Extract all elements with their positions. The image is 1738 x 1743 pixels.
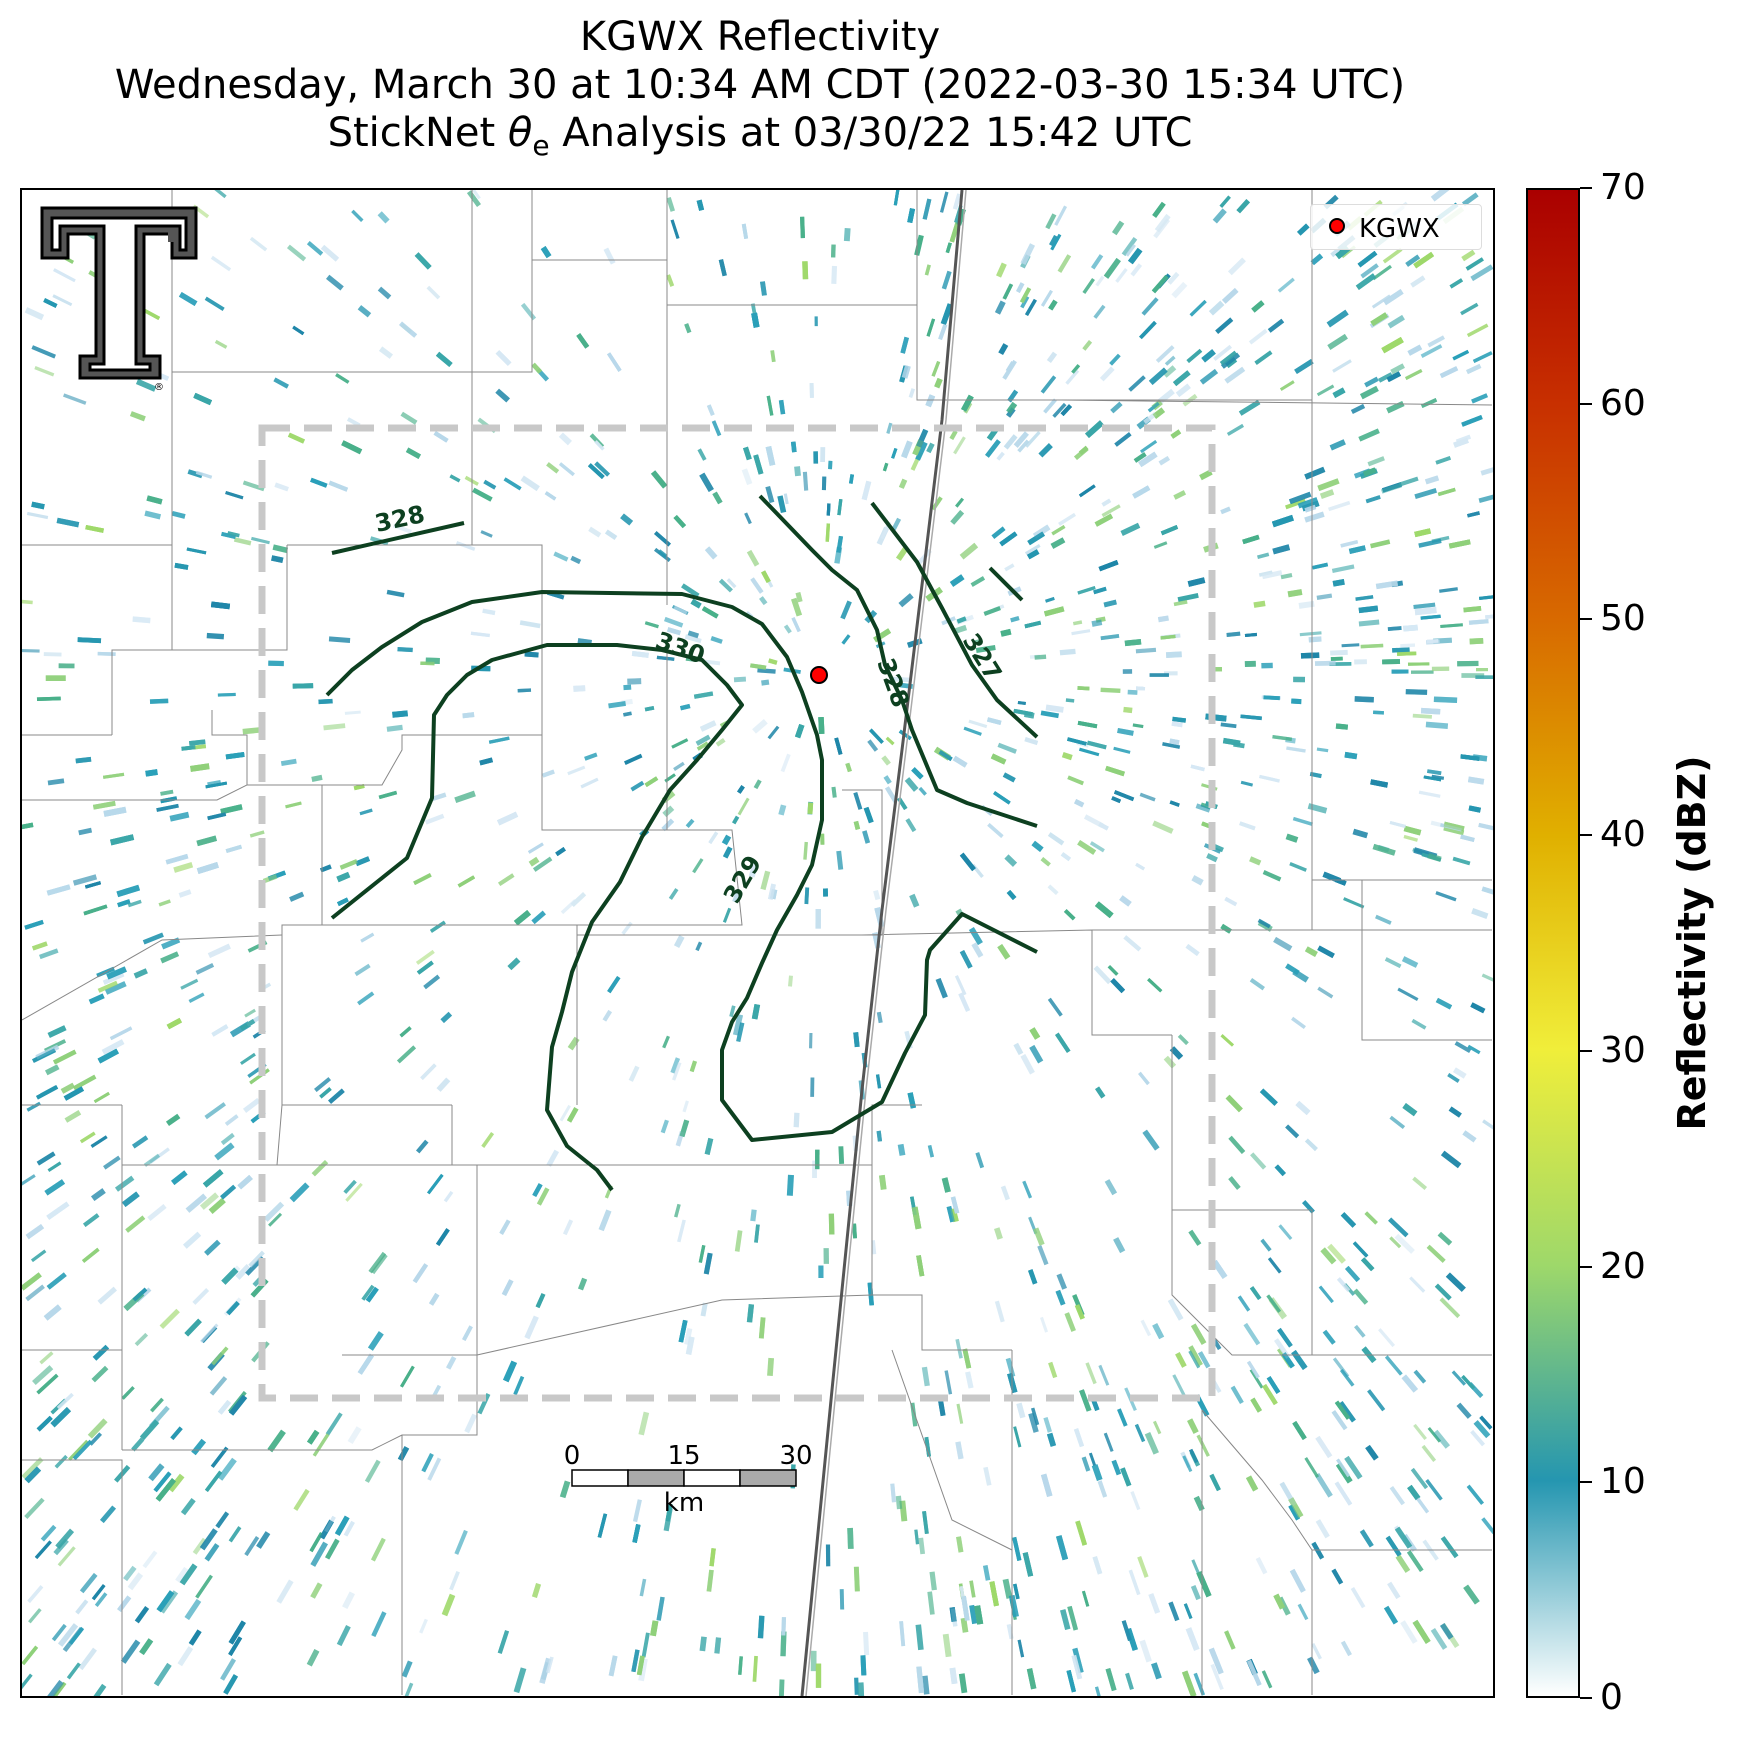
colorbar-tick-mark [1580,1697,1592,1699]
title-line-2: Wednesday, March 30 at 10:34 AM CDT (202… [114,62,1406,108]
legend-label: KGWX [1359,214,1440,244]
svg-text:®: ® [154,382,164,393]
contour-path-327 [988,566,1024,602]
contour-path-328-west [331,521,465,555]
scale-unit: km [663,1488,705,1518]
title-line-3-suffix: Analysis at 03/30/22 15:42 UTC [549,110,1193,156]
contour-path-328-east [758,494,1038,828]
contour-label-328-east: 328 [871,654,914,711]
title-line-1: KGWX Reflectivity [579,14,941,60]
legend: KGWX [1310,204,1482,250]
colorbar-tick-label: 50 [1600,598,1646,640]
radar-site-marker [810,666,828,684]
contour-label-329: 329 [718,851,767,908]
contour-label-327: 327 [957,628,1007,685]
reflectivity-echoes [22,190,1493,1696]
map-canvas: 327 328 328 329 330 [22,190,1493,1696]
colorbar-tick-label: 40 [1600,814,1646,856]
colorbar-tick-mark [1580,402,1592,405]
scale-label-0: 0 [563,1441,581,1471]
title-line-3-prefix: StickNet [327,110,508,156]
title-line-3: StickNet θe Analysis at 03/30/22 15:42 U… [0,110,1520,169]
colorbar-tick-mark [1580,834,1592,837]
colorbar-tick-mark [1580,1481,1592,1484]
colorbar [1526,188,1580,1698]
theta-subscript: e [532,129,550,162]
contour-label-330: 330 [652,626,709,669]
colorbar-tick-label: 0 [1600,1677,1623,1718]
scale-label-15: 15 [667,1441,701,1471]
colorbar-tick-label: 70 [1600,167,1646,208]
contour-path-328-main [325,590,1038,1142]
colorbar-tick-mark [1580,1265,1592,1268]
analysis-domain-box [258,424,1216,1402]
colorbar-tick-label: 30 [1600,1029,1646,1071]
county-boundaries [22,190,1493,1695]
colorbar-tick-label: 20 [1600,1245,1646,1287]
scale-label-30: 30 [779,1441,813,1471]
contour-path-330 [330,643,744,1192]
theta-symbol: θ [507,110,533,156]
legend-marker-icon [1329,218,1345,234]
colorbar-title: Reflectivity (dBZ) [1670,755,1714,1131]
theta-e-contours [325,494,1039,1192]
radar-map[interactable]: 327 328 328 329 330 0 15 30 km [20,188,1495,1698]
colorbar-tick-label: 60 [1600,382,1646,424]
highway-line [800,190,967,1696]
colorbar-tick-mark [1580,187,1592,189]
scale-bar [571,1469,797,1487]
texas-tech-logo-icon: ® [40,206,198,393]
colorbar-tick-mark [1580,618,1592,621]
colorbar-tick-label: 10 [1600,1461,1646,1503]
colorbar-tick-mark [1580,1049,1592,1052]
contour-path-327b [870,501,1039,739]
